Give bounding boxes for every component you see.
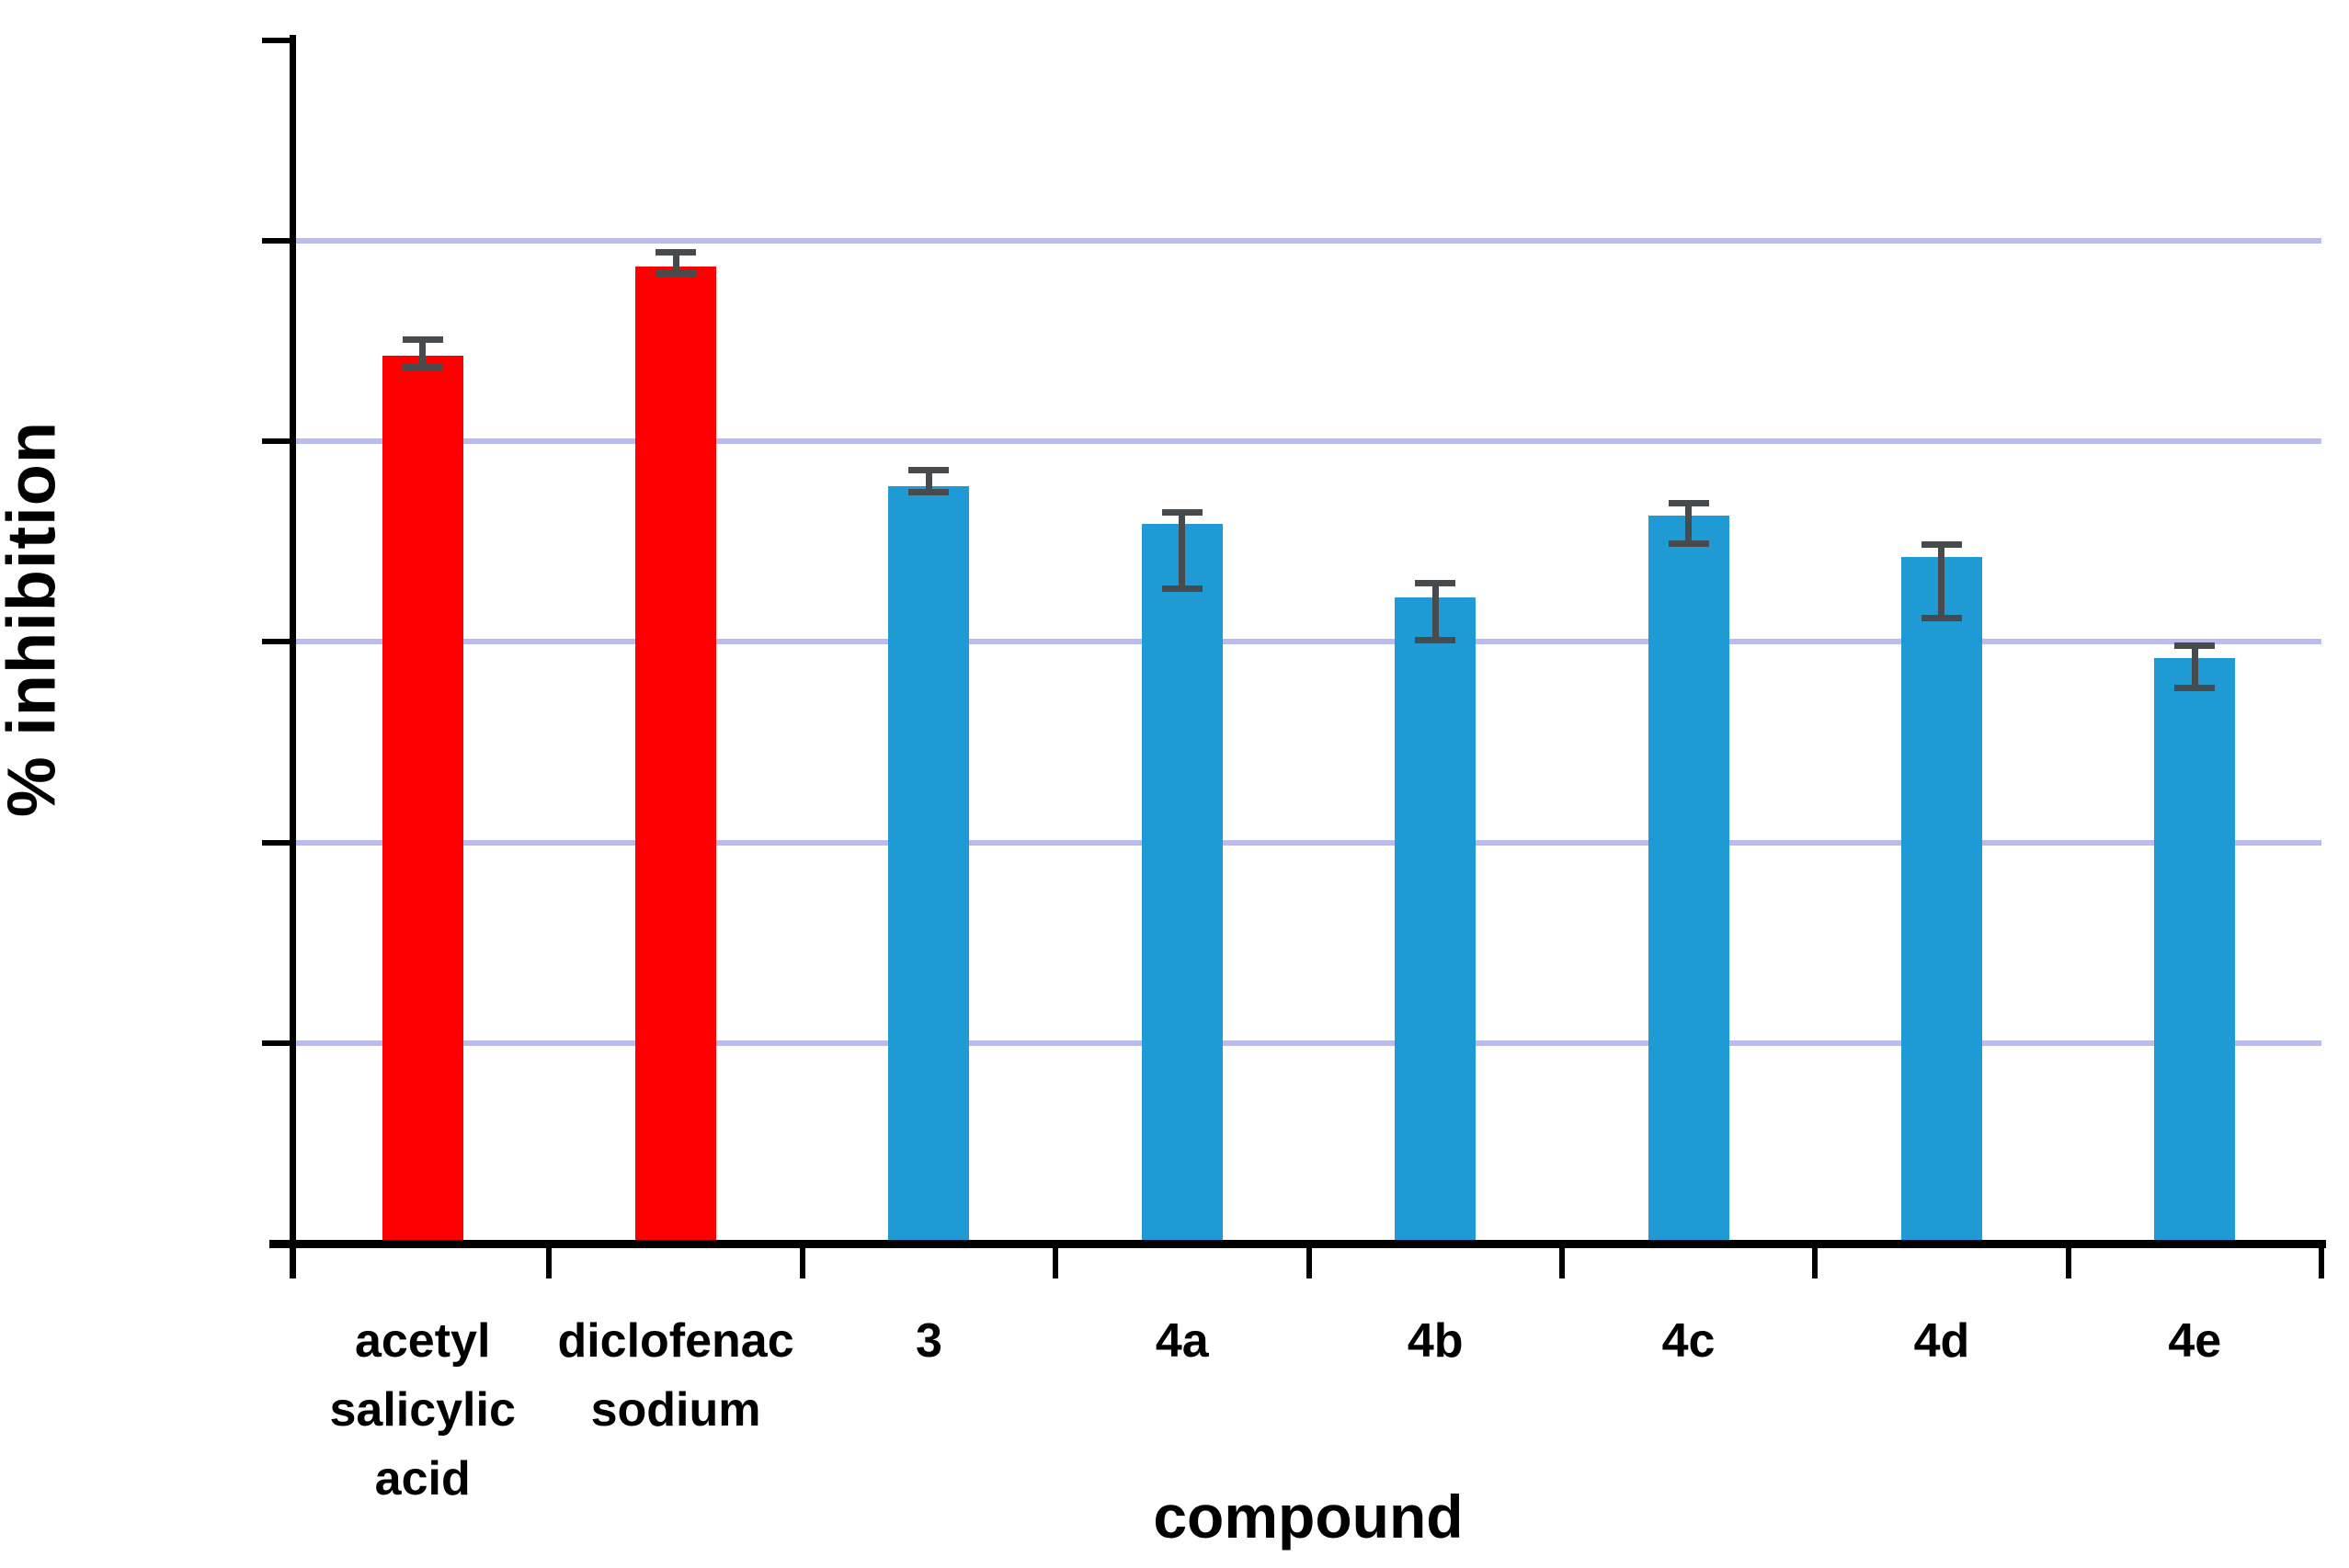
x-tick	[1053, 1244, 1059, 1278]
y-tick	[262, 1040, 290, 1046]
error-bar-cap-bottom	[1161, 585, 1203, 593]
x-tick	[1558, 1244, 1565, 1278]
y-tick	[262, 639, 290, 645]
bar-diclofenac	[635, 267, 717, 1240]
x-axis-title: compound	[1153, 1483, 1464, 1551]
error-bar-cap-top	[402, 336, 443, 344]
y-tick	[262, 438, 290, 445]
error-bar-whisker	[925, 471, 932, 491]
error-bar-whisker	[1431, 585, 1439, 640]
error-bar-whisker	[419, 341, 427, 367]
bar-4d	[1900, 556, 1982, 1240]
error-bar-cap-bottom	[402, 364, 443, 371]
bar-4c	[1648, 515, 1729, 1240]
error-bar-cap-bottom	[1921, 615, 1962, 622]
x-axis-line	[269, 1240, 2326, 1248]
x-tick	[799, 1244, 805, 1278]
error-bar-cap-top	[1668, 499, 1709, 506]
y-gridline	[296, 438, 2321, 445]
y-axis-title: % inhibition	[0, 420, 70, 818]
bar-acetyl	[382, 356, 463, 1240]
error-bar-cap-top	[908, 466, 950, 473]
x-tick	[546, 1244, 553, 1278]
error-bar-whisker	[1938, 545, 1945, 618]
y-tick	[262, 37, 290, 43]
y-gridline	[296, 839, 2321, 846]
x-tick-label-3: 3	[915, 1314, 942, 1368]
x-tick-label-diclofenac: diclofenac sodium	[557, 1314, 794, 1437]
x-tick	[290, 1244, 295, 1278]
bar-4a	[1141, 523, 1223, 1240]
y-tick	[262, 839, 290, 846]
error-bar-whisker	[2191, 646, 2198, 687]
error-bar-cap-top	[1921, 540, 1962, 548]
x-tick	[1306, 1244, 1312, 1278]
x-tick-label-4c: 4c	[1661, 1314, 1716, 1368]
x-tick	[1812, 1244, 1819, 1278]
error-bar-cap-top	[2174, 642, 2216, 649]
error-bar-cap-bottom	[908, 488, 950, 495]
x-tick-label-acetyl: acetyl salicylic acid	[329, 1314, 516, 1506]
error-bar-whisker	[1179, 513, 1186, 588]
x-tick-label-4e: 4e	[2168, 1314, 2222, 1368]
x-tick	[2065, 1244, 2071, 1278]
y-tick	[262, 238, 290, 244]
x-tick-label-4b: 4b	[1407, 1314, 1464, 1368]
error-bar-cap-bottom	[1668, 540, 1709, 548]
y-axis-line	[290, 35, 296, 1278]
error-bar-whisker	[1685, 504, 1693, 543]
error-bar-cap-top	[1161, 508, 1203, 516]
error-bar-cap-bottom	[2174, 685, 2216, 692]
bar-4b	[1395, 597, 1477, 1240]
error-bar-cap-bottom	[1415, 637, 1456, 644]
x-tick-label-4d: 4d	[1913, 1314, 1970, 1368]
error-bar-cap-top	[656, 249, 697, 256]
error-bar-whisker	[672, 254, 679, 272]
bar-4e	[2154, 657, 2236, 1240]
bar-3	[888, 486, 970, 1240]
y-gridline	[296, 639, 2321, 645]
x-tick	[2319, 1244, 2324, 1278]
error-bar-cap-top	[1415, 580, 1456, 587]
error-bar-cap-bottom	[656, 269, 697, 277]
y-gridline	[296, 238, 2321, 244]
x-tick-label-4a: 4a	[1155, 1314, 1209, 1368]
y-gridline	[296, 1040, 2321, 1046]
